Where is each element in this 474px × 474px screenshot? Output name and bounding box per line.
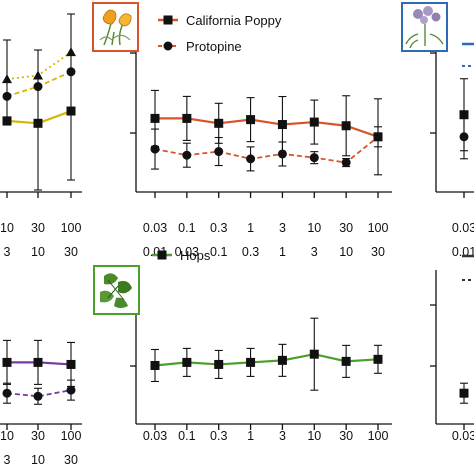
data-point-1-1-2: [214, 147, 224, 157]
data-point-3-0-0: [2, 357, 12, 367]
x-tick-label-4-0-1: 0.1: [178, 429, 195, 443]
data-point-3-1-2: [66, 385, 76, 395]
x-tick-label-4-0-0: 0.03: [143, 429, 167, 443]
data-point-3-0-1: [33, 357, 43, 367]
x-tick-label-1-1-1: 0.03: [175, 245, 199, 259]
legend-bottom-right: [462, 254, 474, 281]
x-tick-label-1-0-6: 30: [339, 221, 353, 235]
data-point-4-0-3: [246, 357, 256, 367]
data-point-3-1-0: [2, 388, 12, 398]
panel-5: 0.03: [430, 270, 474, 443]
series-line-3-1: [6, 389, 72, 398]
x-tick-label-1-1-3: 0.3: [242, 245, 259, 259]
series-line-1-1: [154, 136, 379, 164]
x-tick-label-1-0-3: 1: [247, 221, 254, 235]
data-point-1-1-0: [150, 144, 160, 154]
data-point-5-0-0: [459, 388, 469, 398]
x-tick-label-5-0-0: 0.03: [452, 429, 474, 443]
series-line-4-0: [154, 353, 379, 367]
x-tick-label-0-0-1: 30: [31, 221, 45, 235]
legend-label-hops: Hops: [180, 248, 211, 263]
x-tick-label-1-1-5: 3: [311, 245, 318, 259]
panel-3: 10 30 100 3 10 30: [0, 339, 82, 467]
panel-4: 0.03 0.1 0.3 1 3 10 30 100: [130, 270, 392, 443]
x-tick-label-4-0-7: 100: [368, 429, 389, 443]
data-point-1-1-1: [182, 150, 192, 160]
x-tick-label-3-0-1: 30: [31, 429, 45, 443]
hops-leaf-icon: [93, 265, 140, 315]
x-tick-label-3-1-2: 30: [64, 453, 78, 467]
legend-marker-poppy: [163, 15, 173, 25]
data-point-1-1-4: [277, 149, 287, 159]
x-tick-label-1-0-1: 0.1: [178, 221, 195, 235]
x-tick-label-3-1-0: 3: [4, 453, 11, 467]
x-tick-label-2-0-0: 0.03: [452, 221, 474, 235]
x-tick-label-4-0-4: 3: [279, 429, 286, 443]
series-line-1-0: [155, 117, 379, 138]
data-point-1-1-6: [341, 158, 351, 168]
x-tick-label-0-0-2: 100: [61, 221, 82, 235]
data-point-1-0-2: [214, 118, 224, 128]
data-point-4-0-7: [373, 354, 383, 364]
data-point-4-0-2: [214, 359, 224, 369]
x-tick-label-4-0-6: 30: [339, 429, 353, 443]
legend-top-right: [462, 42, 474, 67]
x-tick-label-1-1-6: 10: [339, 245, 353, 259]
x-tick-label-1-0-4: 3: [279, 221, 286, 235]
x-tick-label-1-0-2: 0.3: [210, 221, 227, 235]
legend-label-protopine: Protopine: [186, 39, 242, 54]
data-point-1-0-1: [182, 113, 192, 123]
data-point-1-1-5: [309, 153, 319, 163]
x-tick-label-4-0-3: 1: [247, 429, 254, 443]
x-tick-label-3-0-0: 10: [0, 429, 14, 443]
data-point-1-0-6: [341, 121, 351, 131]
x-tick-label-1-1-2: 0.1: [210, 245, 227, 259]
panel-0-whiskers: [3, 13, 75, 191]
data-point-4-0-5: [309, 349, 319, 359]
x-tick-label-4-0-2: 0.3: [210, 429, 227, 443]
x-tick-label-0-1-2: 30: [64, 245, 78, 259]
legend-label-poppy: California Poppy: [186, 13, 282, 28]
x-tick-label-1-1-4: 1: [279, 245, 286, 259]
legend-marker-protopine: [163, 41, 173, 51]
data-point-3-1-1: [33, 391, 43, 401]
x-tick-label-1-0-5: 10: [307, 221, 321, 235]
x-tick-label-1-1-7: 30: [371, 245, 385, 259]
data-point-4-0-0: [150, 360, 160, 370]
data-point-1-0-0: [150, 113, 160, 123]
panel-0: 10 30 100 3 10 30: [0, 47, 82, 259]
data-point-2-1-0: [459, 132, 469, 142]
legend-bottom-center: Hops: [152, 248, 211, 263]
california-poppy-icon: [92, 2, 139, 52]
x-tick-label-3-1-1: 10: [31, 453, 45, 467]
data-point-4-0-4: [277, 355, 287, 365]
data-point-1-1-3: [246, 154, 256, 164]
data-point-4-0-6: [341, 356, 351, 366]
data-point-1-0-4: [277, 120, 287, 130]
data-point-4-0-1: [182, 357, 192, 367]
data-point-3-0-2: [66, 359, 76, 369]
x-tick-label-0-0-0: 10: [0, 221, 14, 235]
x-tick-label-0-1-1: 10: [31, 245, 45, 259]
x-tick-label-1-0-7: 100: [368, 221, 389, 235]
valerian-icon: [401, 2, 448, 52]
legend-top-center: California Poppy Protopine: [158, 13, 282, 54]
legend-marker-hops: [157, 250, 167, 260]
data-point-1-0-5: [309, 117, 319, 127]
x-tick-label-1-0-0: 0.03: [143, 221, 167, 235]
x-tick-label-4-0-5: 10: [307, 429, 321, 443]
x-tick-label-3-0-2: 100: [61, 429, 82, 443]
data-point-1-0-3: [246, 115, 256, 125]
data-point-1-1-7: [373, 132, 383, 142]
x-tick-label-0-1-0: 3: [4, 245, 11, 259]
